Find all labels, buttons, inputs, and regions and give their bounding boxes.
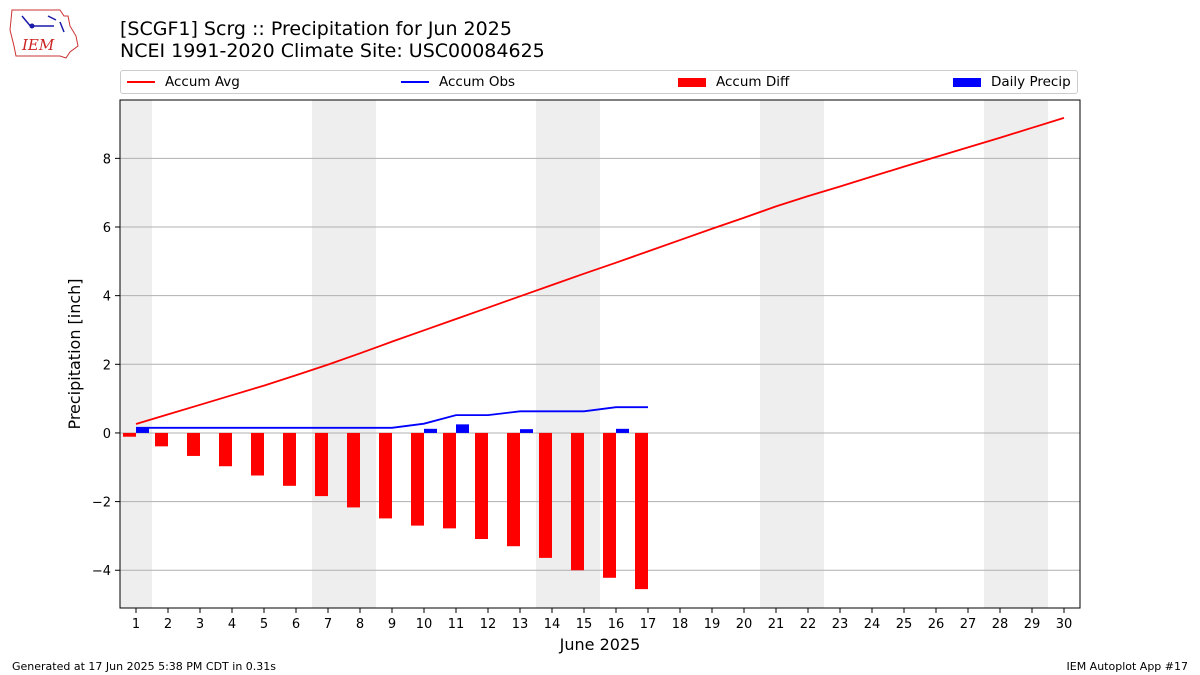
daily-precip-bar — [616, 428, 629, 433]
x-tick-label: 21 — [768, 617, 785, 632]
legend-label: Accum Obs — [439, 74, 516, 90]
x-tick-label: 7 — [324, 617, 332, 632]
x-tick-label: 3 — [196, 617, 204, 632]
x-tick-label: 25 — [896, 617, 913, 632]
diff-bar — [219, 432, 232, 467]
plot-frame — [119, 99, 1081, 609]
diff-bar — [347, 432, 360, 508]
weekend-shade — [120, 100, 152, 608]
daily-precip-bar — [456, 424, 469, 433]
x-tick-label: 18 — [672, 617, 689, 632]
footer-app: IEM Autoplot App #17 — [1066, 660, 1189, 673]
x-axis-label: June 2025 — [559, 635, 641, 654]
y-tick-label: −4 — [92, 564, 111, 579]
diff-bar — [635, 432, 648, 590]
diff-bar — [507, 432, 520, 547]
legend-swatch — [127, 81, 155, 83]
x-tick-label: 27 — [960, 617, 977, 632]
y-axis-label: Precipitation [inch] — [65, 278, 84, 429]
x-tick-label: 11 — [448, 617, 465, 632]
x-tick-label: 15 — [576, 617, 593, 632]
x-tick-label: 4 — [228, 617, 236, 632]
x-tick-label: 6 — [292, 617, 300, 632]
y-tick-label: −2 — [92, 496, 111, 511]
x-tick-label: 29 — [1024, 617, 1041, 632]
x-tick-label: 9 — [388, 617, 396, 632]
x-tick-label: 5 — [260, 617, 268, 632]
accum-avg-line — [135, 116, 1065, 425]
diff-bar — [315, 432, 328, 497]
x-tick-label: 30 — [1056, 617, 1073, 632]
x-tick-label: 16 — [608, 617, 625, 632]
diff-bar — [411, 432, 424, 526]
y-tick-label: 2 — [103, 358, 111, 373]
diff-bar — [155, 432, 168, 447]
legend-item-accum-obs: Accum Obs — [401, 71, 515, 93]
iem-logo: IEM — [9, 9, 79, 59]
logo-text: IEM — [21, 36, 55, 54]
legend-swatch — [401, 81, 429, 83]
x-tick-label: 8 — [356, 617, 364, 632]
daily-precip-bar — [424, 428, 437, 433]
x-tick-label: 10 — [416, 617, 433, 632]
x-tick-label: 17 — [640, 617, 657, 632]
weekend-shade — [312, 100, 344, 608]
chart-title: [SCGF1] Scrg :: Precipitation for Jun 20… — [120, 18, 512, 40]
weekend-shade — [984, 100, 1016, 608]
x-tick-label: 28 — [992, 617, 1009, 632]
diff-bar — [283, 432, 296, 486]
x-tick-label: 22 — [800, 617, 817, 632]
legend-label: Accum Avg — [165, 74, 240, 90]
legend: Accum Avg Accum Obs Accum Diff Daily Pre… — [120, 70, 1078, 94]
diff-bar — [475, 432, 488, 540]
footer-generated: Generated at 17 Jun 2025 5:38 PM CDT in … — [12, 660, 277, 673]
weekend-shade — [760, 100, 792, 608]
accum-obs-line — [136, 406, 648, 429]
diff-bar — [443, 432, 456, 529]
x-tick-label: 26 — [928, 617, 945, 632]
diff-bar — [123, 432, 136, 437]
y-tick-label: 6 — [103, 221, 111, 236]
x-tick-label: 19 — [704, 617, 721, 632]
legend-label: Daily Precip — [991, 74, 1071, 90]
diff-bar — [603, 432, 616, 578]
diff-bar — [251, 432, 264, 476]
diff-bar — [187, 432, 200, 456]
weekend-shade — [792, 100, 824, 608]
x-tick-label: 12 — [480, 617, 497, 632]
daily-precip-bar — [136, 427, 149, 433]
diff-bar — [571, 432, 584, 571]
daily-precip-bar — [520, 429, 533, 433]
legend-item-daily-precip: Daily Precip — [953, 71, 1071, 93]
x-tick-label: 1 — [132, 617, 140, 632]
y-tick-label: 8 — [103, 152, 111, 167]
legend-swatch — [678, 77, 706, 87]
weekend-shade — [1016, 100, 1048, 608]
chart-subtitle: NCEI 1991-2020 Climate Site: USC00084625 — [120, 40, 545, 62]
x-tick-label: 20 — [736, 617, 753, 632]
legend-item-accum-avg: Accum Avg — [127, 71, 240, 93]
legend-item-accum-diff: Accum Diff — [678, 71, 789, 93]
x-tick-label: 14 — [544, 617, 561, 632]
legend-swatch — [953, 77, 981, 87]
y-tick-label: 4 — [103, 290, 111, 305]
x-tick-label: 13 — [512, 617, 529, 632]
legend-label: Accum Diff — [716, 74, 790, 90]
x-tick-label: 23 — [832, 617, 849, 632]
diff-bar — [379, 432, 392, 519]
diff-bar — [539, 432, 552, 558]
y-tick-label: 0 — [103, 427, 111, 442]
x-tick-label: 2 — [164, 617, 172, 632]
x-tick-label: 24 — [864, 617, 881, 632]
